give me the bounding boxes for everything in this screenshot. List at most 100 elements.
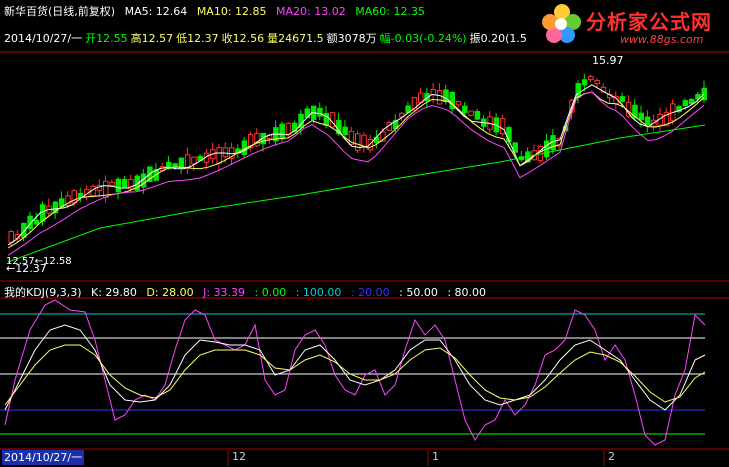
quote-amount: 额3078万 — [326, 32, 377, 45]
candle-body — [619, 96, 626, 102]
candle-body — [348, 130, 355, 145]
candle-body — [109, 181, 115, 187]
quote-high: 高12.57 — [130, 32, 174, 45]
candle-body — [449, 91, 455, 110]
quote-volume: 量24671.5 — [267, 32, 324, 45]
candle-body — [556, 137, 563, 147]
indicator-header: 新华百货(日线,前复权) MA5: 12.64 MA10: 12.85 MA20… — [4, 3, 431, 19]
quote-low: 低12.37 — [176, 32, 219, 45]
high-price-label: 15.97 — [592, 54, 624, 67]
candle-body — [663, 111, 670, 127]
candle-body — [436, 90, 443, 105]
quote-close: 收12.56 — [221, 32, 265, 45]
candle-body — [512, 142, 518, 153]
candlestick-series — [8, 73, 707, 246]
logo-url: www.88gs.com — [620, 33, 704, 46]
ma5-line — [7, 84, 705, 246]
ma5-value: MA5: 12.64 — [124, 5, 188, 18]
candle-body — [625, 101, 632, 117]
candle-body — [65, 195, 71, 206]
quote-open: 开12.55 — [85, 32, 128, 45]
candle-body — [178, 157, 185, 169]
low-range-label: 12.57←12.58 — [6, 256, 72, 267]
candle-body — [632, 104, 638, 119]
candle-body — [77, 192, 84, 198]
ma10-value: MA10: 12.85 — [196, 5, 267, 18]
kdj-l50-value: : 50.00 — [399, 286, 438, 299]
quote-info-row: 2014/10/27/一 开12.55 高12.57 低12.37 收12.56 量246… — [4, 30, 533, 46]
kdj-header: 我的KDJ(9,3,3) K: 29.80 D: 28.00 J: 33.39 … — [4, 284, 492, 300]
candle-body — [241, 140, 248, 155]
candle-body — [701, 87, 707, 101]
kdj-name: 我的KDJ(9,3,3) — [4, 286, 82, 299]
kdj-l80-value: : 80.00 — [447, 286, 487, 299]
kdj-k-line — [4, 324, 706, 411]
candle-body — [468, 110, 474, 116]
axis-label-2: 2 — [608, 450, 615, 463]
candle-body — [247, 134, 254, 149]
candle-body — [588, 75, 594, 81]
candle-body — [128, 178, 134, 190]
ma60-line — [7, 124, 706, 263]
candle-body — [644, 116, 651, 125]
candle-body — [191, 156, 197, 165]
candle-body — [455, 101, 462, 106]
candle-body — [638, 112, 644, 121]
candle-body — [594, 79, 600, 85]
candle-body — [342, 126, 348, 136]
kdj-k-value: K: 29.80 — [91, 286, 137, 299]
kdj-d-value: D: 28.00 — [146, 286, 194, 299]
candle-body — [317, 107, 323, 117]
candle-body — [474, 110, 481, 120]
kdj-j-line — [4, 299, 706, 446]
logo — [540, 2, 726, 50]
ma20-value: MA20: 13.02 — [276, 5, 346, 18]
candle-body — [380, 131, 386, 142]
candle-body — [115, 178, 122, 193]
candle-body — [292, 122, 298, 133]
candle-body — [8, 230, 14, 243]
candle-body — [695, 94, 701, 100]
candle-body — [682, 100, 689, 107]
kdj-l20-value: : 20.00 — [350, 286, 390, 299]
candle-body — [254, 133, 260, 147]
moving-average-lines — [7, 84, 706, 263]
axis-label-12: 12 — [232, 450, 246, 463]
candle-body — [499, 118, 506, 135]
logo-text: 分析家公式网 — [586, 10, 712, 34]
axis-label-1: 1 — [432, 450, 439, 463]
candle-body — [52, 201, 59, 214]
candle-body — [462, 105, 468, 114]
cursor-date-box: 2014/10/27/一 — [2, 450, 84, 465]
quote-change: 幅-0.03(-0.24%) — [379, 32, 467, 45]
candle-body — [216, 147, 222, 164]
candle-body — [27, 215, 33, 230]
low-price-label: ←12.37 — [6, 262, 47, 275]
ma10-line — [7, 91, 705, 249]
candle-body — [184, 154, 191, 169]
stock-name: 新华百货(日线,前复权) — [4, 5, 116, 18]
candle-body — [134, 175, 140, 191]
ma20-line — [7, 91, 705, 256]
candle-body — [411, 97, 418, 111]
quote-amplitude: 振0.20(1.5 — [469, 32, 527, 45]
kdj-l0-value: : 0.00 — [254, 286, 287, 299]
candle-body — [33, 219, 40, 225]
candle-body — [688, 98, 695, 105]
kdj-j-value: J: 33.39 — [203, 286, 246, 299]
flower-logo-icon — [542, 4, 581, 43]
quote-date: 2014/10/27/一 — [4, 32, 83, 45]
candle-body — [355, 133, 361, 151]
candle-body — [260, 132, 266, 145]
candle-body — [172, 163, 178, 168]
candle-body — [361, 134, 367, 147]
candle-body — [222, 147, 229, 158]
ma60-value: MA60: 12.35 — [355, 5, 425, 18]
kdj-l100-value: : 100.00 — [295, 286, 342, 299]
candle-body — [367, 138, 374, 151]
kdj-indicator-panel — [0, 299, 706, 446]
candle-body — [121, 178, 128, 188]
kdj-d-line — [4, 344, 706, 406]
candle-body — [279, 123, 285, 140]
